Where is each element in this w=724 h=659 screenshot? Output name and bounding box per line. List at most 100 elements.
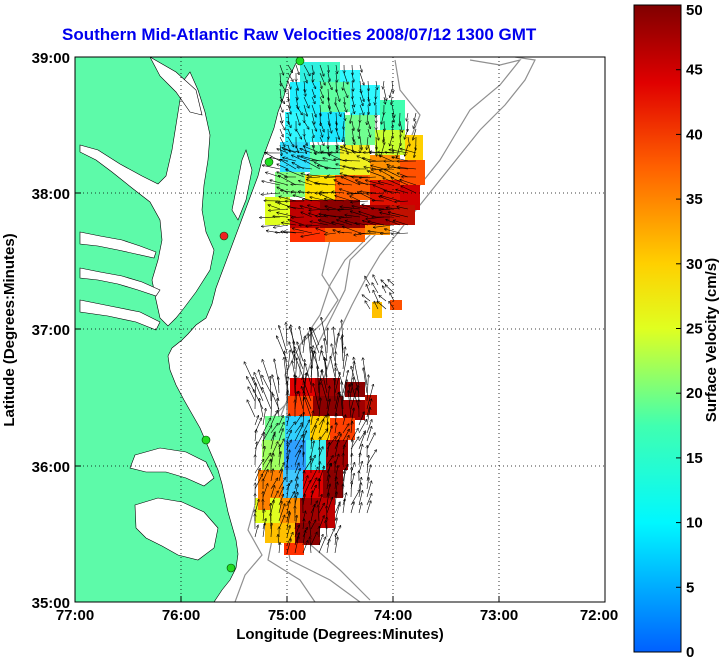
velocity-arrow xyxy=(380,170,393,178)
velocity-arrow xyxy=(274,224,289,228)
velocity-arrow xyxy=(311,96,315,104)
velocity-arrow xyxy=(359,88,364,101)
velocity-arrow xyxy=(308,205,321,210)
velocity-arrow xyxy=(395,201,409,202)
velocity-arrow xyxy=(319,128,323,137)
y-tick-label: 38:00 xyxy=(32,186,70,203)
velocity-arrow xyxy=(390,88,393,97)
velocity-arrow xyxy=(392,120,393,128)
velocity-arrow xyxy=(312,160,329,161)
velocity-arrow xyxy=(277,149,289,154)
velocity-arrow xyxy=(313,384,320,410)
x-tick-label: 72:00 xyxy=(580,607,618,624)
velocity-arrow xyxy=(318,503,324,514)
x-axis-label: Longitude (Degrees:Minutes) xyxy=(236,626,444,643)
velocity-arrow xyxy=(343,80,344,90)
velocity-arrow xyxy=(386,208,401,209)
velocity-arrow xyxy=(343,128,344,142)
x-tick-label: 75:00 xyxy=(268,607,306,624)
velocity-arrow xyxy=(334,373,340,394)
velocity-arrow xyxy=(318,346,322,362)
velocity-arrow xyxy=(278,463,284,474)
velocity-arrow xyxy=(325,233,337,235)
albemarle-sound xyxy=(129,447,215,487)
velocity-arrow xyxy=(366,455,369,474)
velocity-arrow xyxy=(310,520,316,530)
velocity-arrow xyxy=(294,341,296,370)
velocity-arrow xyxy=(293,351,304,378)
velocity-arrow xyxy=(350,388,357,410)
velocity-arrow xyxy=(294,425,303,442)
velocity-arrow xyxy=(310,222,329,226)
velocity-arrow xyxy=(344,96,345,104)
velocity-arrow xyxy=(297,167,313,170)
velocity-arrow xyxy=(358,433,365,450)
velocity-arrow xyxy=(392,144,393,152)
velocity-arrow xyxy=(303,519,304,530)
velocity-arrow xyxy=(358,386,359,402)
velocity-arrow xyxy=(354,357,360,386)
velocity-arrow xyxy=(326,498,332,514)
velocity-arrow xyxy=(351,454,352,466)
velocity-arrow xyxy=(294,477,298,490)
velocity-arrow xyxy=(263,165,281,170)
velocity-arrow xyxy=(359,136,362,149)
velocity-arrow xyxy=(321,318,328,346)
velocity-arrow xyxy=(311,112,315,124)
velocity-arrow xyxy=(335,88,340,101)
colorbar-tick-label: 5 xyxy=(686,579,694,596)
colorbar-tick-label: 0 xyxy=(686,644,694,659)
velocity-arrow xyxy=(388,280,395,286)
velocity-arrow xyxy=(284,351,288,370)
velocity-arrow xyxy=(318,420,324,434)
velocity-arrow xyxy=(303,96,309,108)
velocity-arrow xyxy=(303,104,307,116)
velocity-arrow xyxy=(262,181,281,186)
velocity-arrow xyxy=(350,429,358,442)
velocity-arrow xyxy=(339,217,353,218)
pamlico-sound xyxy=(134,497,219,561)
velocity-arrow xyxy=(358,120,361,131)
colorbar-label: Surface Velocity (cm/s) xyxy=(703,258,720,422)
velocity-arrow xyxy=(388,212,409,218)
velocity-arrow xyxy=(351,366,360,394)
velocity-arrow xyxy=(367,136,368,150)
velocity-arrow xyxy=(366,501,371,514)
colorbar-tick-label: 25 xyxy=(686,321,703,338)
velocity-arrow xyxy=(325,199,345,202)
velocity-arrow xyxy=(309,521,312,538)
velocity-arrow xyxy=(294,516,297,530)
velocity-arrow xyxy=(278,504,285,522)
velocity-arrow xyxy=(294,375,295,394)
velocity-arrow xyxy=(318,535,323,546)
velocity-arrow xyxy=(359,177,377,178)
velocity-arrow xyxy=(270,180,289,186)
velocity-arrow xyxy=(336,120,337,130)
velocity-arrow xyxy=(321,379,328,402)
velocity-arrow xyxy=(320,104,321,116)
velocity-arrow xyxy=(298,156,313,162)
velocity-arrow xyxy=(326,443,329,458)
radar-station xyxy=(201,435,211,445)
velocity-arrow xyxy=(279,543,280,554)
velocity-arrow xyxy=(358,503,362,514)
velocity-arrow xyxy=(282,223,297,226)
velocity-arrow xyxy=(295,144,298,153)
velocity-arrows xyxy=(244,64,416,554)
velocity-arrow xyxy=(262,375,272,394)
velocity-arrow xyxy=(330,357,336,378)
velocity-arrow xyxy=(371,166,385,170)
velocity-arrow xyxy=(305,364,312,386)
velocity-arrow xyxy=(279,96,285,103)
velocity-arrow xyxy=(315,352,320,378)
velocity-arrow xyxy=(351,104,355,114)
velocity-arrow xyxy=(408,136,410,146)
velocity-arrow xyxy=(352,64,353,75)
velocity-arrow xyxy=(271,513,272,530)
velocity-arrow xyxy=(279,104,283,112)
velocity-arrow xyxy=(301,156,321,162)
velocity-arrow xyxy=(381,280,387,286)
velocity-arrow xyxy=(279,112,282,123)
velocity-arrow xyxy=(254,525,258,538)
